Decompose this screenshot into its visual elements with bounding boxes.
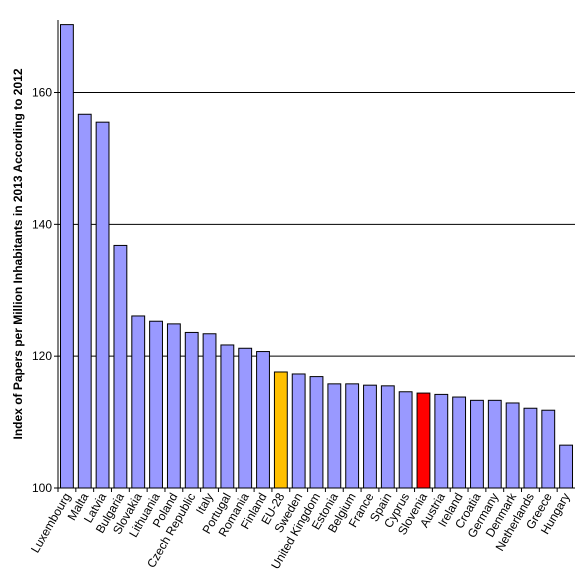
bars xyxy=(60,24,574,489)
bar-poland xyxy=(166,323,181,489)
bar-bulgaria xyxy=(113,244,128,489)
y-tick-labels: 100 120 140 160 xyxy=(32,86,58,495)
bar-cyprus xyxy=(398,391,413,489)
bar-eu-28 xyxy=(273,371,288,489)
bar-hungary xyxy=(559,444,574,489)
bar-malta xyxy=(77,113,92,489)
bar-united-kingdom xyxy=(309,376,324,489)
bar-sweden xyxy=(291,373,306,489)
x-tick-labels: LuxembourgMaltaLatviaBulgariaSlovakiaLit… xyxy=(28,488,573,571)
bar-belgium xyxy=(345,383,360,489)
y-tick-label: 160 xyxy=(32,86,52,100)
bar-slovakia xyxy=(131,315,146,489)
x-tick-label: Luxembourg xyxy=(28,491,73,556)
axes xyxy=(57,20,575,489)
bar-austria xyxy=(434,393,449,489)
bar-czech-republic xyxy=(184,331,199,489)
bar-slovenia xyxy=(416,392,431,489)
y-tick-label: 100 xyxy=(32,481,52,495)
bar-luxembourg xyxy=(60,24,74,489)
bar-germany xyxy=(487,399,502,489)
bar-france xyxy=(363,384,377,489)
bar-greece xyxy=(541,409,556,489)
bar-lithuania xyxy=(149,320,163,489)
y-tick-label: 120 xyxy=(32,349,52,363)
bar-romania xyxy=(238,347,253,489)
bar-latvia xyxy=(95,121,110,489)
bar-croatia xyxy=(470,399,484,489)
bar-finland xyxy=(256,351,270,489)
bar-italy xyxy=(202,333,217,489)
bar-spain xyxy=(380,385,395,489)
bar-netherlands xyxy=(523,407,538,489)
bar-portugal xyxy=(220,344,235,489)
bar-estonia xyxy=(327,383,342,489)
y-tick-label: 140 xyxy=(32,217,52,231)
bar-ireland xyxy=(452,396,467,489)
y-axis-label: Index of Papers per Million Inhabitants … xyxy=(11,68,25,439)
bar-denmark xyxy=(505,402,520,489)
